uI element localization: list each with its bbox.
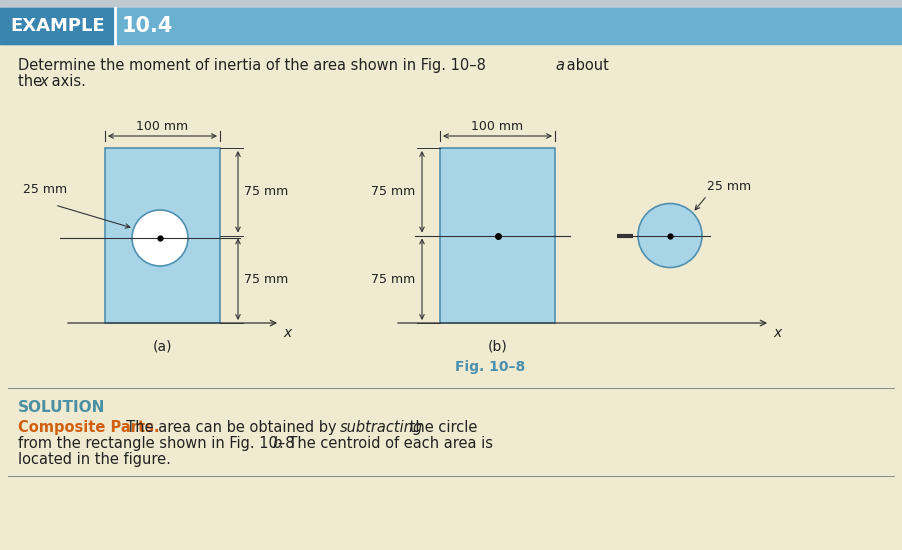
- Text: located in the figure.: located in the figure.: [18, 452, 170, 467]
- Circle shape: [638, 204, 702, 267]
- Text: (b): (b): [488, 340, 507, 354]
- Text: 10.4: 10.4: [122, 16, 173, 36]
- Circle shape: [132, 210, 188, 266]
- Text: 75 mm: 75 mm: [371, 185, 415, 198]
- Text: Fig. 10–8: Fig. 10–8: [455, 360, 525, 374]
- Text: The area can be obtained by: The area can be obtained by: [117, 420, 341, 435]
- Text: 100 mm: 100 mm: [472, 120, 523, 133]
- Text: Determine the moment of inertia of the area shown in Fig. 10–8: Determine the moment of inertia of the a…: [18, 58, 486, 73]
- Text: SOLUTION: SOLUTION: [18, 400, 106, 415]
- Text: a: a: [555, 58, 564, 73]
- Bar: [105, 148, 220, 323]
- Text: EXAMPLE: EXAMPLE: [10, 17, 105, 35]
- Text: 100 mm: 100 mm: [136, 120, 189, 133]
- Text: 25 mm: 25 mm: [23, 183, 67, 196]
- Text: b: b: [272, 436, 281, 451]
- Text: subtracting: subtracting: [340, 420, 423, 435]
- Text: axis.: axis.: [47, 74, 86, 89]
- Text: the circle: the circle: [405, 420, 477, 435]
- Bar: [440, 148, 555, 323]
- Text: x: x: [283, 326, 291, 340]
- Bar: [0, 8, 902, 44]
- Text: 75 mm: 75 mm: [371, 273, 415, 286]
- Text: x: x: [39, 74, 48, 89]
- Text: 75 mm: 75 mm: [244, 273, 289, 286]
- Text: (a): (a): [152, 340, 172, 354]
- Text: x: x: [773, 326, 781, 340]
- Text: from the rectangle shown in Fig. 10–8: from the rectangle shown in Fig. 10–8: [18, 436, 294, 451]
- Text: Composite Parts.: Composite Parts.: [18, 420, 160, 435]
- Text: about: about: [562, 58, 609, 73]
- Text: 75 mm: 75 mm: [244, 185, 289, 198]
- Bar: [0, 0, 902, 8]
- Text: the: the: [18, 74, 47, 89]
- Text: . The centroid of each area is: . The centroid of each area is: [279, 436, 493, 451]
- Text: 25 mm: 25 mm: [707, 180, 751, 194]
- Bar: [0, 8, 115, 44]
